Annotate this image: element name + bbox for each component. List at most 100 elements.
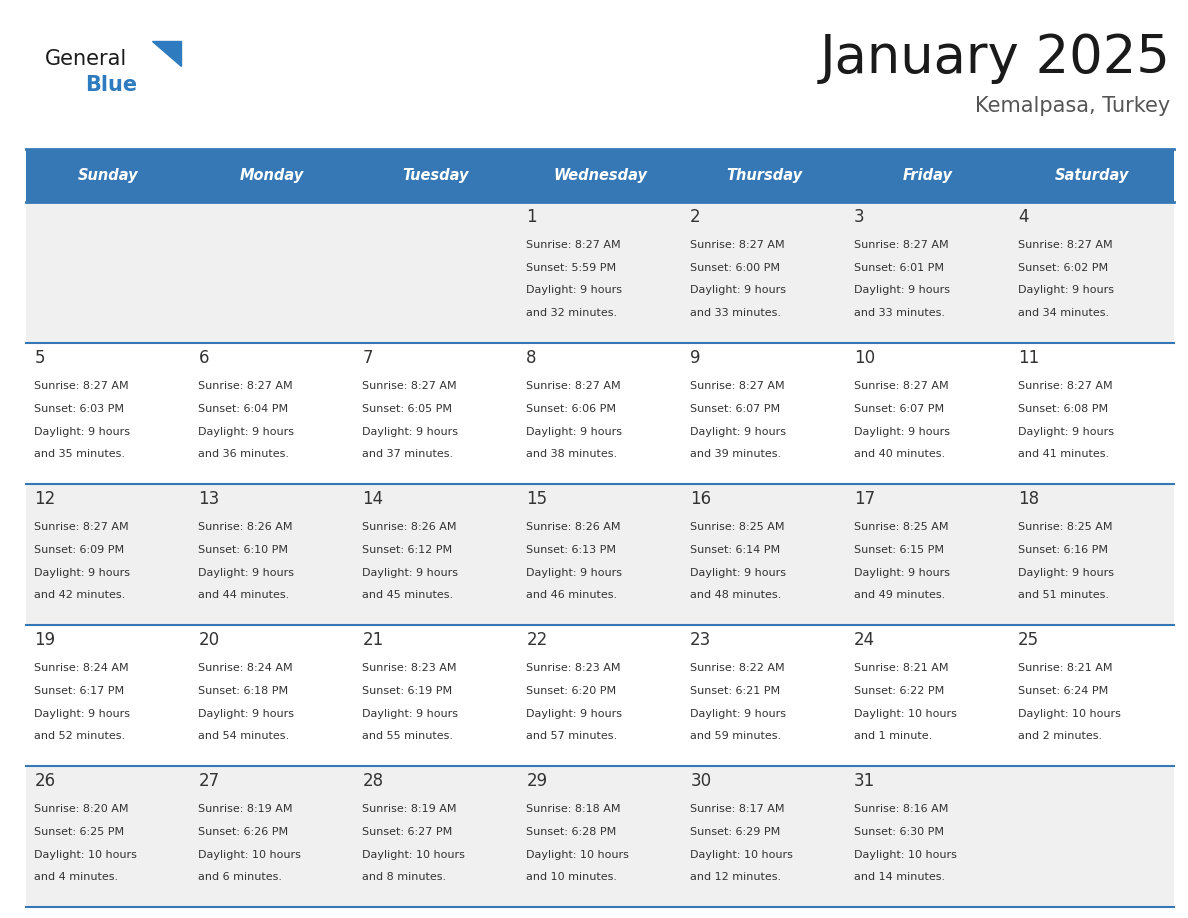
Text: Sunset: 6:00 PM: Sunset: 6:00 PM [690,263,781,273]
Text: and 51 minutes.: and 51 minutes. [1018,590,1110,600]
Text: Sunset: 6:27 PM: Sunset: 6:27 PM [362,826,453,836]
Text: Sunrise: 8:27 AM: Sunrise: 8:27 AM [1018,240,1113,250]
Text: 29: 29 [526,772,548,790]
Text: Daylight: 9 hours: Daylight: 9 hours [526,567,623,577]
Text: Sunrise: 8:23 AM: Sunrise: 8:23 AM [526,663,621,673]
Text: Wednesday: Wednesday [552,168,647,183]
Text: Daylight: 9 hours: Daylight: 9 hours [198,567,295,577]
Text: Daylight: 9 hours: Daylight: 9 hours [1018,567,1114,577]
Text: and 34 minutes.: and 34 minutes. [1018,308,1110,319]
Bar [518,149,682,202]
Bar [26,343,1174,484]
Text: and 52 minutes.: and 52 minutes. [34,732,126,742]
Text: Daylight: 9 hours: Daylight: 9 hours [198,427,295,436]
Text: 20: 20 [198,632,220,649]
Text: Sunset: 6:18 PM: Sunset: 6:18 PM [198,686,289,696]
Text: 4: 4 [1018,208,1029,227]
Bar [682,149,846,202]
Text: Daylight: 10 hours: Daylight: 10 hours [526,849,630,859]
Text: and 6 minutes.: and 6 minutes. [198,872,283,882]
Text: 31: 31 [854,772,876,790]
Text: Sunrise: 8:27 AM: Sunrise: 8:27 AM [198,381,293,390]
Text: 17: 17 [854,490,876,509]
Text: Kemalpasa, Turkey: Kemalpasa, Turkey [975,96,1170,117]
Text: Saturday: Saturday [1055,168,1129,183]
Text: Daylight: 9 hours: Daylight: 9 hours [1018,427,1114,436]
Text: Daylight: 9 hours: Daylight: 9 hours [362,567,459,577]
Text: and 8 minutes.: and 8 minutes. [362,872,447,882]
Text: and 41 minutes.: and 41 minutes. [1018,450,1110,459]
Text: Daylight: 9 hours: Daylight: 9 hours [690,709,786,719]
Text: and 12 minutes.: and 12 minutes. [690,872,782,882]
Text: Sunset: 6:05 PM: Sunset: 6:05 PM [362,404,453,413]
Text: Daylight: 9 hours: Daylight: 9 hours [854,285,950,296]
Text: Sunrise: 8:26 AM: Sunrise: 8:26 AM [526,521,621,532]
Text: Daylight: 10 hours: Daylight: 10 hours [854,849,958,859]
Text: 27: 27 [198,772,220,790]
Text: Sunset: 6:16 PM: Sunset: 6:16 PM [1018,544,1108,554]
Bar [1010,149,1174,202]
Bar [354,149,518,202]
Text: Sunrise: 8:27 AM: Sunrise: 8:27 AM [526,240,621,250]
Text: 9: 9 [690,350,701,367]
Text: 2: 2 [690,208,701,227]
Text: Sunset: 6:15 PM: Sunset: 6:15 PM [854,544,944,554]
Bar [846,149,1010,202]
Text: Sunset: 6:10 PM: Sunset: 6:10 PM [198,544,289,554]
Text: Sunset: 6:12 PM: Sunset: 6:12 PM [362,544,453,554]
Text: Sunset: 6:26 PM: Sunset: 6:26 PM [198,826,289,836]
Text: Sunset: 6:21 PM: Sunset: 6:21 PM [690,686,781,696]
Text: Daylight: 10 hours: Daylight: 10 hours [34,849,138,859]
Text: Sunrise: 8:24 AM: Sunrise: 8:24 AM [198,663,293,673]
Text: 22: 22 [526,632,548,649]
Text: Daylight: 9 hours: Daylight: 9 hours [34,567,131,577]
Bar [26,625,1174,766]
Text: Sunset: 6:22 PM: Sunset: 6:22 PM [854,686,944,696]
Text: 28: 28 [362,772,384,790]
Text: and 1 minute.: and 1 minute. [854,732,933,742]
Text: Sunrise: 8:19 AM: Sunrise: 8:19 AM [198,803,293,813]
Text: Sunrise: 8:19 AM: Sunrise: 8:19 AM [362,803,457,813]
Text: Blue: Blue [86,74,138,95]
Text: and 59 minutes.: and 59 minutes. [690,732,782,742]
Text: and 46 minutes.: and 46 minutes. [526,590,618,600]
Text: Sunrise: 8:24 AM: Sunrise: 8:24 AM [34,663,129,673]
Text: 11: 11 [1018,350,1040,367]
Text: Sunrise: 8:27 AM: Sunrise: 8:27 AM [854,381,949,390]
Text: and 33 minutes.: and 33 minutes. [854,308,946,319]
Text: Sunset: 6:24 PM: Sunset: 6:24 PM [1018,686,1108,696]
Text: 21: 21 [362,632,384,649]
Text: Sunrise: 8:27 AM: Sunrise: 8:27 AM [34,381,129,390]
Text: 3: 3 [854,208,865,227]
Bar [26,202,1174,343]
Text: Sunset: 6:09 PM: Sunset: 6:09 PM [34,544,125,554]
Text: Sunrise: 8:22 AM: Sunrise: 8:22 AM [690,663,785,673]
Text: Sunrise: 8:27 AM: Sunrise: 8:27 AM [526,381,621,390]
Text: Sunrise: 8:17 AM: Sunrise: 8:17 AM [690,803,785,813]
Text: Sunset: 6:30 PM: Sunset: 6:30 PM [854,826,944,836]
Text: Daylight: 9 hours: Daylight: 9 hours [34,427,131,436]
Text: Daylight: 9 hours: Daylight: 9 hours [34,709,131,719]
Text: and 33 minutes.: and 33 minutes. [690,308,782,319]
Text: 13: 13 [198,490,220,509]
Text: and 48 minutes.: and 48 minutes. [690,590,782,600]
Text: Daylight: 9 hours: Daylight: 9 hours [690,567,786,577]
Text: 16: 16 [690,490,712,509]
Text: Sunrise: 8:21 AM: Sunrise: 8:21 AM [854,663,949,673]
Text: Daylight: 9 hours: Daylight: 9 hours [690,427,786,436]
Text: Sunset: 6:03 PM: Sunset: 6:03 PM [34,404,125,413]
Text: Friday: Friday [903,168,953,183]
Text: January 2025: January 2025 [820,32,1170,84]
Bar [26,766,1174,907]
Text: 15: 15 [526,490,548,509]
Text: Sunset: 6:06 PM: Sunset: 6:06 PM [526,404,617,413]
Bar [26,484,1174,625]
Text: and 2 minutes.: and 2 minutes. [1018,732,1102,742]
Text: Sunset: 6:14 PM: Sunset: 6:14 PM [690,544,781,554]
Text: Daylight: 9 hours: Daylight: 9 hours [362,427,459,436]
Text: and 36 minutes.: and 36 minutes. [198,450,290,459]
Polygon shape [152,41,181,66]
Text: Daylight: 9 hours: Daylight: 9 hours [1018,285,1114,296]
Text: and 35 minutes.: and 35 minutes. [34,450,126,459]
Text: Sunrise: 8:27 AM: Sunrise: 8:27 AM [362,381,457,390]
